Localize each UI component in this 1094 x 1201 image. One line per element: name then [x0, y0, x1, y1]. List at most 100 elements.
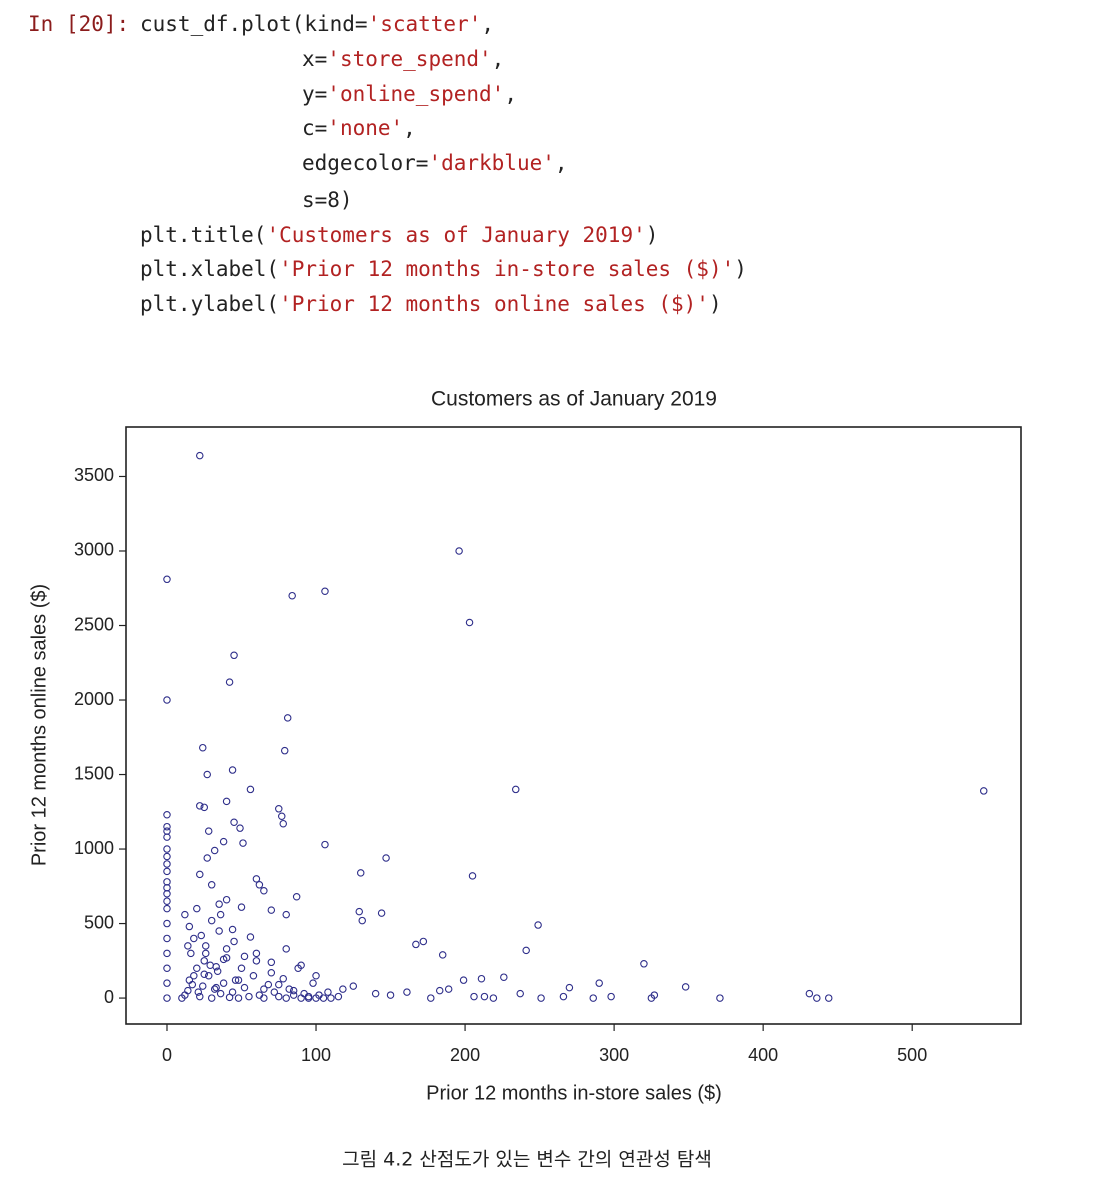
y-tick-label: 2000	[74, 689, 114, 709]
scatter-point	[231, 976, 240, 984]
scatter-point	[213, 967, 222, 975]
scatter-point	[246, 785, 255, 794]
figure-caption: 그림 4.2 산점도가 있는 변수 간의 연관성 탐색	[342, 1149, 712, 1171]
scatter-point	[565, 983, 574, 992]
scatter-point	[459, 976, 468, 984]
scatter-point	[312, 971, 320, 980]
scatter-point	[647, 994, 656, 1002]
y-tick-label: 3500	[74, 465, 114, 485]
scatter-point	[163, 860, 171, 868]
scatter-point	[289, 986, 298, 995]
scatter-point	[222, 945, 231, 953]
scatter-point	[210, 846, 219, 855]
scatter-point	[222, 895, 231, 904]
x-tick-label: 300	[599, 1045, 629, 1065]
scatter-point	[206, 961, 214, 970]
scatter-point	[216, 989, 225, 998]
scatter-point	[163, 811, 171, 819]
scatter-point	[589, 994, 597, 1002]
scatter-point	[297, 961, 305, 970]
scatter-point	[200, 970, 208, 978]
scatter-point	[537, 994, 545, 1002]
scatter-point	[237, 903, 246, 911]
x-tick-label: 500	[897, 1045, 927, 1065]
scatter-point	[595, 979, 603, 987]
y-tick-label: 1500	[74, 763, 114, 783]
scatter-point	[163, 897, 171, 905]
scatter-point	[163, 979, 171, 987]
scatter-point	[805, 989, 814, 998]
x-axis-label: Prior 12 months in-store sales ($)	[426, 1082, 722, 1104]
scatter-point	[321, 840, 329, 849]
scatter-point	[468, 872, 477, 880]
scatter-point	[163, 964, 171, 973]
scatter-point	[215, 900, 223, 908]
scatter-point	[260, 994, 268, 1002]
scatter-point	[516, 989, 524, 998]
code-line: c='none',	[302, 116, 416, 140]
code-line: edgecolor='darkblue',	[302, 151, 568, 175]
code-line: y='online_spend',	[302, 82, 517, 106]
code-line: cust_df.plot(kind='scatter',	[140, 12, 494, 36]
scatter-point	[163, 845, 171, 853]
scatter-point	[349, 982, 358, 990]
scatter-point	[444, 985, 453, 993]
scatter-point	[279, 974, 287, 983]
scatter-point	[207, 881, 216, 889]
scatter-point	[275, 992, 283, 1001]
y-tick-label: 3000	[74, 540, 114, 560]
scatter-point	[203, 854, 211, 862]
scatter-point	[283, 714, 292, 722]
scatter-point	[237, 964, 246, 973]
scatter-point	[252, 875, 261, 883]
scatter-point	[339, 985, 347, 993]
scatter-point	[240, 983, 249, 992]
scatter-point	[813, 994, 821, 1002]
scatter-point	[207, 994, 216, 1002]
scatter-point	[193, 904, 201, 913]
scatter-point	[239, 839, 247, 847]
scatter-point	[607, 992, 615, 1001]
scatter-point	[470, 992, 478, 1001]
code-line: plt.title('Customers as of January 2019'…	[140, 223, 658, 247]
scatter-point	[358, 916, 366, 925]
scatter-point	[196, 992, 204, 1001]
scatter-point	[438, 951, 447, 959]
scatter-point	[260, 985, 268, 993]
scatter-point	[267, 906, 276, 914]
scatter-point	[427, 994, 435, 1002]
plot-frame	[125, 426, 1022, 1025]
scatter-point	[252, 949, 261, 958]
scatter-point	[200, 803, 208, 812]
code-line: plt.xlabel('Prior 12 months in-store sal…	[140, 257, 747, 281]
scatter-point	[640, 960, 648, 968]
scatter-point	[188, 980, 197, 989]
scatter-point	[163, 994, 171, 1002]
scatter-point	[304, 994, 313, 1002]
scatter-point	[201, 942, 210, 950]
scatter-point	[412, 940, 420, 949]
y-tick-label: 1000	[74, 838, 114, 858]
y-tick-label: 500	[84, 912, 114, 932]
scatter-point	[292, 892, 301, 901]
scatter-point	[228, 925, 237, 934]
scatter-point	[465, 618, 474, 627]
scatter-point	[196, 451, 204, 460]
scatter-point	[230, 937, 238, 946]
y-tick-label: 0	[104, 987, 114, 1007]
scatter-point	[334, 992, 343, 1001]
code-line: x='store_spend',	[302, 47, 504, 71]
scatter-point	[522, 946, 530, 955]
scatter-point	[979, 787, 988, 795]
scatter-point	[163, 822, 171, 831]
scatter-point	[489, 994, 498, 1002]
scatter-point	[193, 964, 201, 973]
scatter-point	[163, 696, 171, 704]
scatter-point	[228, 766, 237, 774]
x-tick-label: 200	[450, 1045, 480, 1065]
scatter-point	[163, 934, 171, 943]
scatter-point	[321, 587, 329, 595]
scatter-point	[245, 992, 253, 1001]
scatter-point	[264, 980, 273, 989]
